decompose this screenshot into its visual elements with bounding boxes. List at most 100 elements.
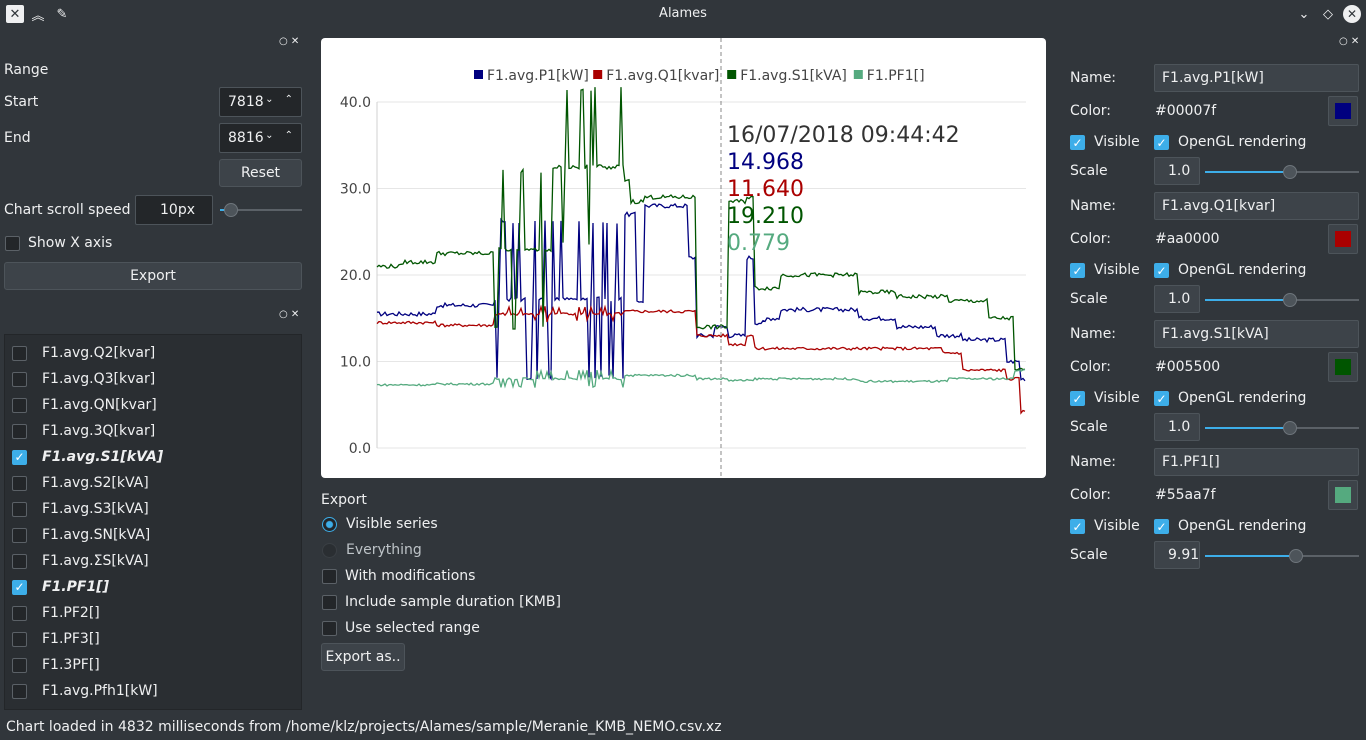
scale-slider[interactable]: [1205, 293, 1359, 307]
visible-checkbox[interactable]: ✓: [1070, 135, 1085, 150]
series-label: F1.avg.Q3[kvar]: [42, 371, 156, 387]
series-checkbox[interactable]: [12, 423, 27, 439]
series-checkbox[interactable]: [12, 527, 27, 543]
scale-slider[interactable]: [1205, 421, 1359, 435]
export-title: Export: [321, 492, 367, 508]
scale-field[interactable]: 1.0: [1154, 413, 1200, 441]
series-name-field[interactable]: F1.avg.S1[kVA]: [1154, 320, 1359, 348]
window-close-icon[interactable]: ✕: [1343, 5, 1361, 23]
show-x-axis-label: Show X axis: [28, 235, 113, 251]
color-swatch-button[interactable]: [1328, 352, 1358, 382]
keep-above-icon[interactable]: ︽: [31, 8, 45, 24]
list-item[interactable]: F1.avg.S3[kVA]: [5, 496, 301, 522]
slider-handle[interactable]: [224, 203, 238, 217]
scale-label: Scale: [1070, 419, 1108, 435]
scale-field[interactable]: 1.0: [1154, 285, 1200, 313]
list-item[interactable]: F1.3PF[]: [5, 652, 301, 678]
chart-area[interactable]: 40.0 30.0 20.0 10.0 0.0 F1.avg.P1[kW] F1.avg.Q…: [321, 38, 1046, 478]
visible-series-radio[interactable]: [322, 517, 337, 532]
series-checkbox[interactable]: [12, 345, 27, 361]
series-checkbox[interactable]: [12, 475, 27, 491]
start-spinbox[interactable]: 7818 ⌄ ⌃: [219, 87, 302, 117]
list-item[interactable]: F1.avg.Pfh1[kW]: [5, 678, 301, 704]
series-checkbox[interactable]: [12, 501, 27, 517]
opengl-checkbox[interactable]: ✓: [1154, 263, 1169, 278]
spin-arrows-icon[interactable]: ⌄ ⌃: [265, 130, 297, 141]
series-checkbox[interactable]: [12, 553, 27, 569]
end-spinbox[interactable]: 8816 ⌄ ⌃: [219, 123, 302, 153]
slider-handle[interactable]: [1283, 293, 1297, 307]
minimize-icon[interactable]: ⌄: [1298, 6, 1310, 22]
series-label: F1.avg.S2[kVA]: [42, 475, 149, 491]
color-swatch-button[interactable]: [1328, 224, 1358, 254]
opengl-label: OpenGL rendering: [1178, 518, 1307, 534]
list-item[interactable]: F1.avg.S2[kVA]: [5, 470, 301, 496]
include-duration-checkbox[interactable]: [322, 595, 337, 610]
series-list[interactable]: F1.avg.Q2[kvar] F1.avg.Q3[kvar] F1.avg.QN[…: [4, 334, 302, 710]
series-line: [376, 368, 1026, 389]
opengl-checkbox[interactable]: ✓: [1154, 135, 1169, 150]
export-button[interactable]: Export: [4, 262, 302, 290]
color-label: Color:: [1070, 487, 1112, 503]
with-modifications-checkbox[interactable]: [322, 569, 337, 584]
series-checkbox[interactable]: [12, 683, 27, 699]
everything-label: Everything: [346, 542, 422, 558]
list-item[interactable]: ✓ F1.PF1[]: [5, 574, 301, 600]
dock-float-icon[interactable]: ○ ✕: [279, 309, 300, 320]
list-item[interactable]: F1.avg.ΣS[kVA]: [5, 548, 301, 574]
visible-checkbox[interactable]: ✓: [1070, 263, 1085, 278]
scroll-speed-slider[interactable]: [220, 203, 302, 217]
scale-field[interactable]: 1.0: [1154, 157, 1200, 185]
legend-marker: [474, 70, 483, 79]
export-as-button[interactable]: Export as..: [321, 643, 405, 671]
visible-checkbox[interactable]: ✓: [1070, 391, 1085, 406]
scale-slider[interactable]: [1205, 549, 1359, 563]
color-swatch-button[interactable]: [1328, 96, 1358, 126]
series-name-field[interactable]: F1.avg.Q1[kvar]: [1154, 192, 1359, 220]
line-chart[interactable]: 40.0 30.0 20.0 10.0 0.0 F1.avg.P1[kW] F1.avg.Q…: [321, 38, 1046, 478]
pin-icon[interactable]: ✎: [56, 6, 68, 22]
spin-arrows-icon[interactable]: ⌄ ⌃: [265, 94, 297, 105]
visible-checkbox[interactable]: ✓: [1070, 519, 1085, 534]
series-name-field[interactable]: F1.PF1[]: [1154, 448, 1359, 476]
use-range-checkbox[interactable]: [322, 621, 337, 636]
opengl-checkbox[interactable]: ✓: [1154, 391, 1169, 406]
series-checkbox[interactable]: [12, 397, 27, 413]
list-item[interactable]: ✓ F1.avg.S1[kVA]: [5, 444, 301, 470]
series-checkbox[interactable]: [12, 657, 27, 673]
status-bar: Chart loaded in 4832 milliseconds from /…: [6, 719, 722, 735]
close-icon[interactable]: ✕: [6, 5, 24, 23]
opengl-label: OpenGL rendering: [1178, 134, 1307, 150]
series-checkbox[interactable]: [12, 371, 27, 387]
reset-button[interactable]: Reset: [219, 159, 302, 187]
dock-float-icon[interactable]: ○ ✕: [279, 36, 300, 47]
series-line: [376, 304, 1026, 415]
scroll-speed-field[interactable]: 10px: [135, 195, 213, 225]
list-item[interactable]: F1.PF3[]: [5, 626, 301, 652]
slider-handle[interactable]: [1283, 421, 1297, 435]
show-x-axis-checkbox[interactable]: [5, 236, 20, 251]
dock-float-icon[interactable]: ○ ✕: [1339, 36, 1360, 47]
list-item[interactable]: F1.avg.SN[kVA]: [5, 522, 301, 548]
scale-slider[interactable]: [1205, 165, 1359, 179]
everything-radio[interactable]: [322, 543, 337, 558]
series-checkbox[interactable]: [12, 631, 27, 647]
list-item[interactable]: F1.avg.Q3[kvar]: [5, 366, 301, 392]
series-checkbox[interactable]: [12, 605, 27, 621]
list-item[interactable]: F1.PF2[]: [5, 600, 301, 626]
list-item[interactable]: F1.avg.QN[kvar]: [5, 392, 301, 418]
series-checkbox[interactable]: ✓: [12, 449, 27, 465]
maximize-icon[interactable]: ◇: [1323, 6, 1333, 22]
y-tick-label: 30.0: [340, 182, 371, 198]
tooltip-value: 0.779: [727, 231, 790, 256]
opengl-checkbox[interactable]: ✓: [1154, 519, 1169, 534]
color-swatch-button[interactable]: [1328, 480, 1358, 510]
series-name-field[interactable]: F1.avg.P1[kW]: [1154, 64, 1359, 92]
slider-handle[interactable]: [1289, 549, 1303, 563]
scale-field[interactable]: 9.91: [1154, 541, 1200, 569]
series-line: [376, 203, 1026, 382]
list-item[interactable]: F1.avg.3Q[kvar]: [5, 418, 301, 444]
slider-handle[interactable]: [1283, 165, 1297, 179]
series-checkbox[interactable]: ✓: [12, 579, 27, 595]
list-item[interactable]: F1.avg.Q2[kvar]: [5, 340, 301, 366]
